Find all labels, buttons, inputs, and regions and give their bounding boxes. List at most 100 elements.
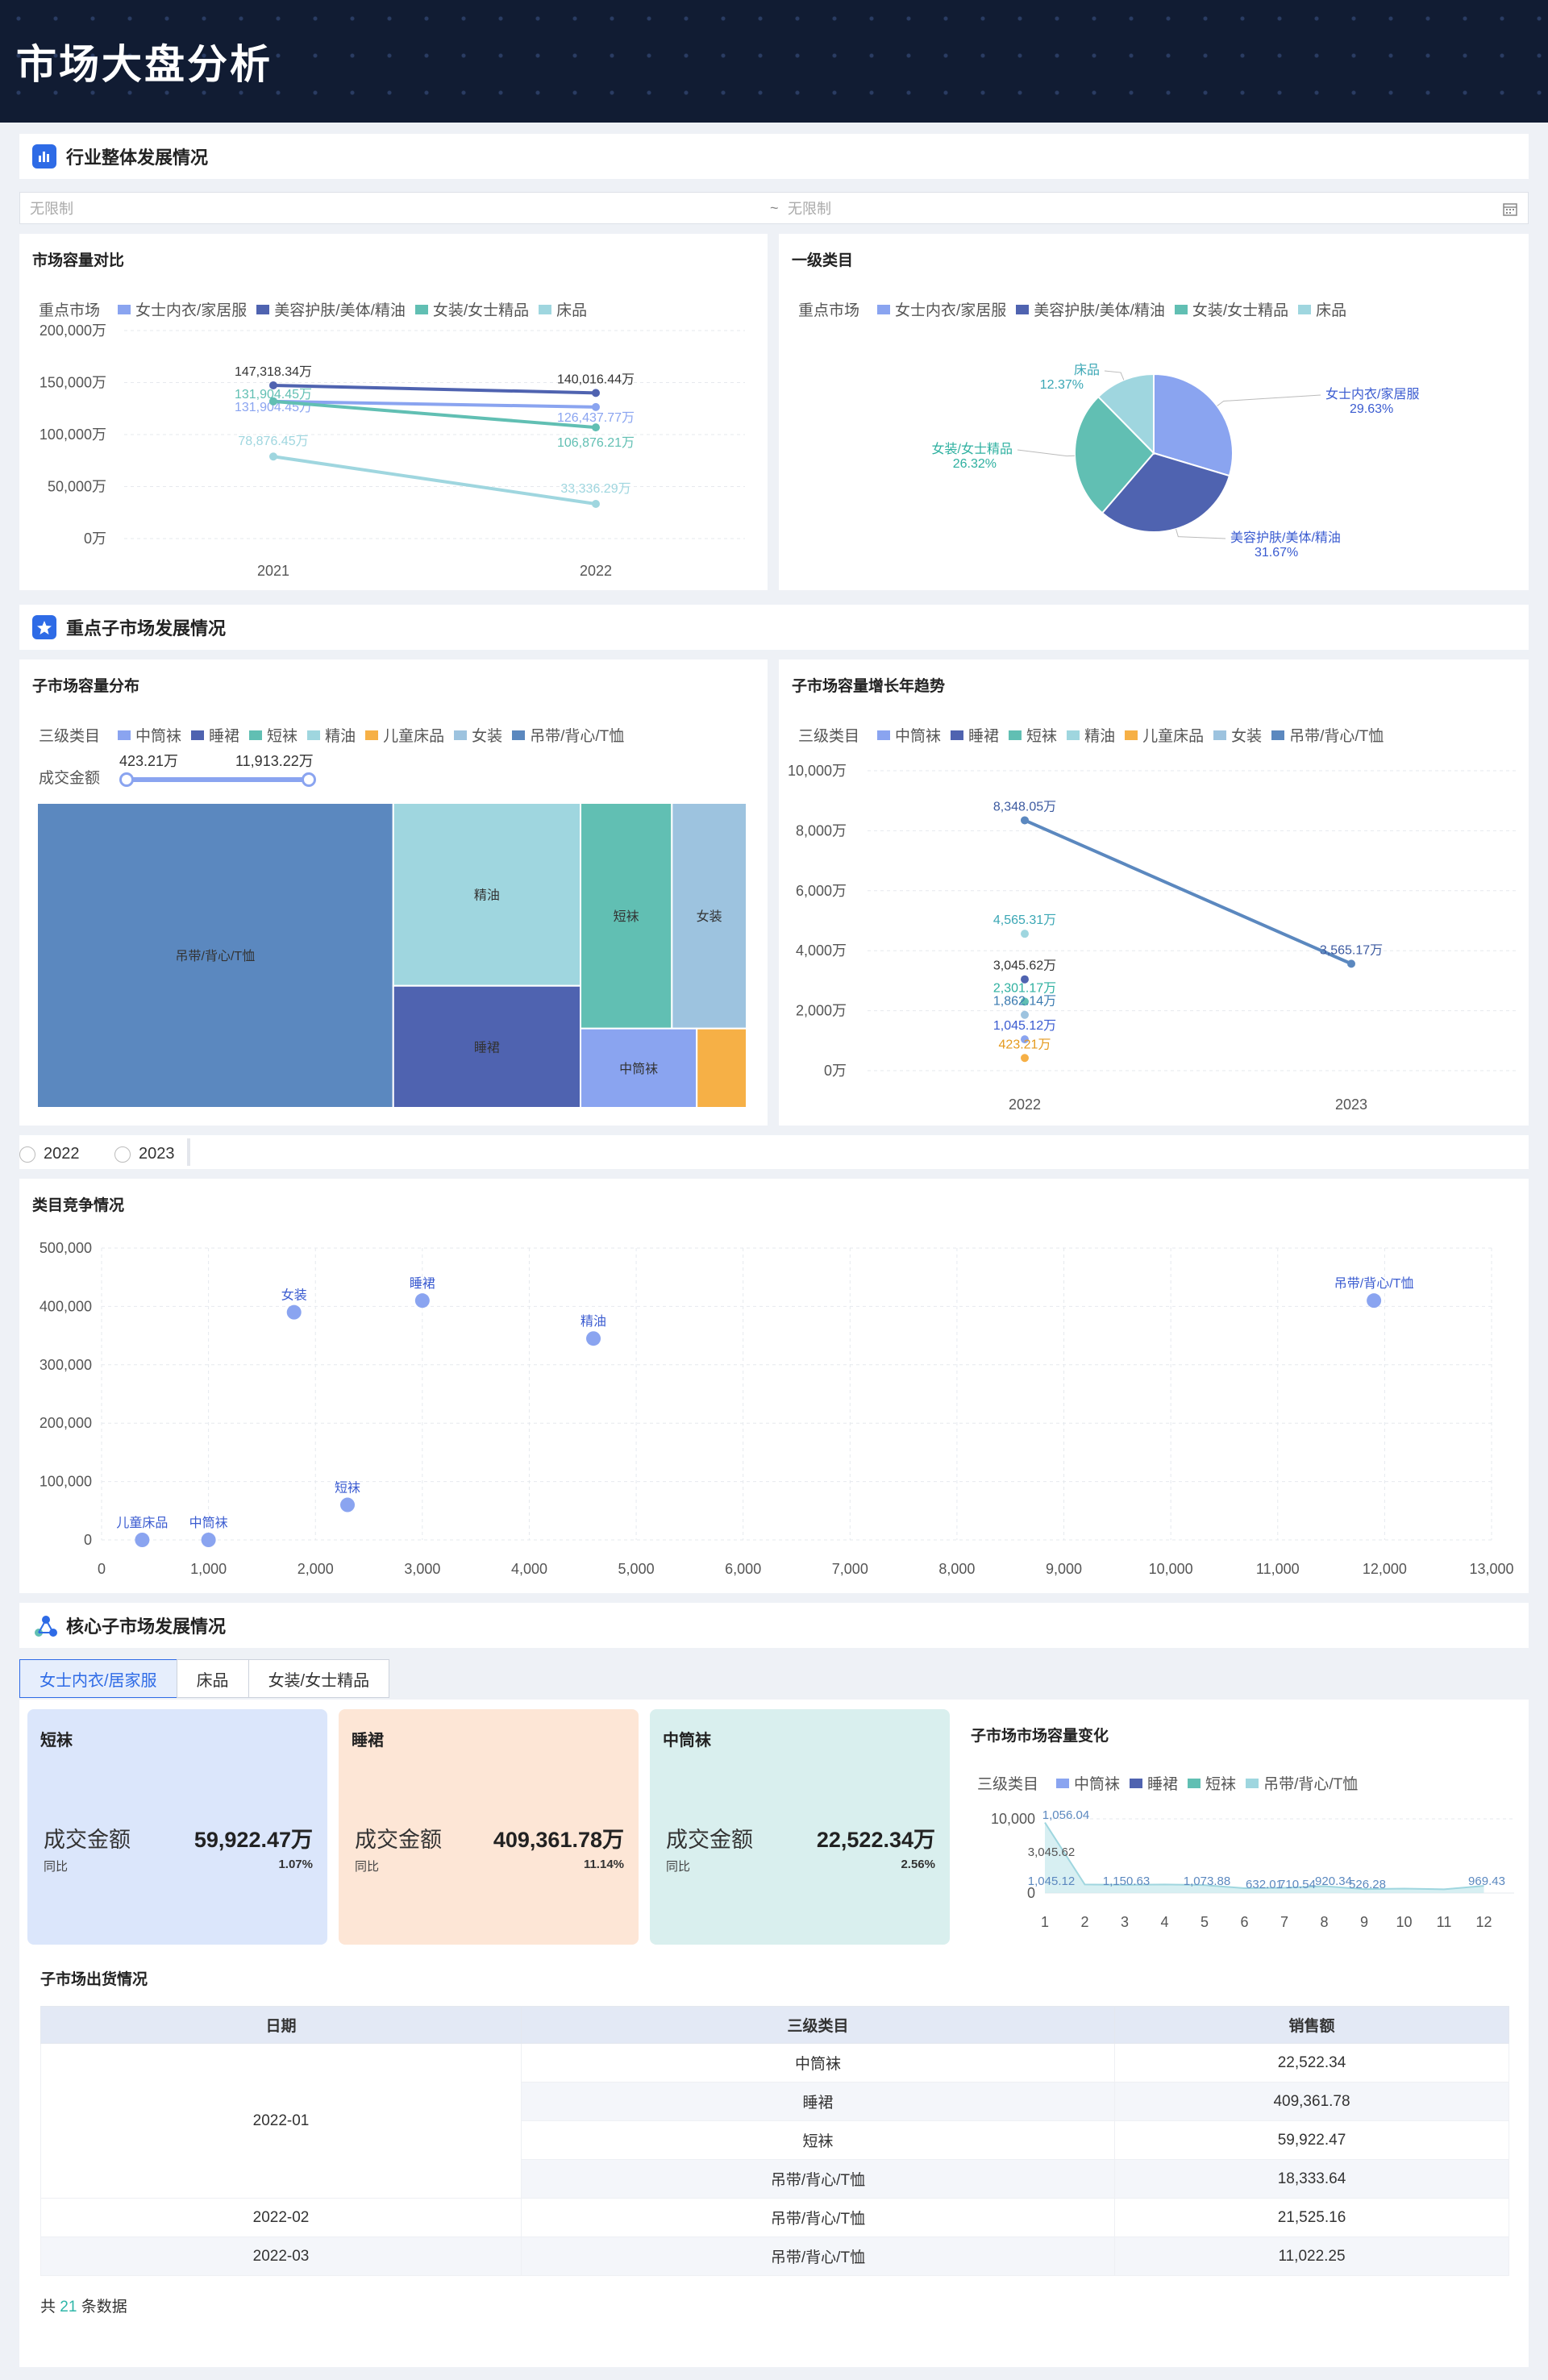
x-tick-label: 10,000 [1149, 1561, 1193, 1577]
growth-legend-label: 三级类目 [798, 728, 860, 745]
data-point [1021, 816, 1029, 825]
amount-range-slider[interactable] [126, 777, 310, 782]
legend-item[interactable]: 女士内衣/家居服 [118, 298, 247, 320]
monthly-card: 子市场市场容量变化 三级类目 中筒袜 睡裙 短袜 吊带/背心/T恤 10,000… [958, 1709, 1525, 1951]
data-point [592, 402, 600, 411]
end-date-input[interactable]: 无限制 [788, 201, 831, 217]
legend-item[interactable]: 吊带/背心/T恤 [1246, 1772, 1358, 1794]
legend-item[interactable]: 短袜 [1188, 1772, 1236, 1794]
legend-item[interactable]: 儿童床品 [1125, 724, 1204, 746]
legend-item[interactable]: 吊带/背心/T恤 [1271, 724, 1384, 746]
cell-date: 2022-01 [40, 2043, 522, 2199]
capacity-card: 市场容量对比 重点市场 女士内衣/家居服 美容护肤/美体/精油 女装/女士精品 … [19, 234, 768, 590]
pie-label: 美容护肤/美体/精油 [1230, 531, 1341, 545]
date-range-picker[interactable]: 无限制 ~ 无限制 [19, 192, 1529, 224]
scatter-point [586, 1331, 601, 1346]
tab-womenswear[interactable]: 女装/女士精品 [248, 1659, 390, 1698]
legend-item[interactable]: 吊带/背心/T恤 [512, 724, 624, 746]
section-industry-title: 行业整体发展情况 [66, 148, 209, 168]
legend-item[interactable]: 美容护肤/美体/精油 [1016, 298, 1165, 320]
col-amount[interactable]: 销售额 [1114, 2006, 1509, 2044]
x-tick-label: 2 [1080, 1914, 1088, 1930]
section-submarket: 重点子市场发展情况 [19, 605, 1529, 650]
radio-circle[interactable] [19, 1146, 35, 1163]
start-date-input[interactable]: 无限制 [30, 201, 73, 217]
legend-item[interactable]: 精油 [307, 724, 356, 746]
legend-item[interactable]: 短袜 [1009, 724, 1057, 746]
slider-handle-min[interactable] [119, 772, 134, 787]
data-label: 3,045.62 [1028, 1845, 1075, 1859]
legend-item[interactable]: 睡裙 [191, 724, 239, 746]
kpi-yoy-label: 同比 [44, 1860, 69, 1874]
slider-label: 成交金额 [39, 770, 101, 787]
page-header: 市场大盘分析 [0, 0, 1548, 123]
data-label: 1,045.12万 [993, 1019, 1056, 1033]
radio-label: 2022 [44, 1145, 80, 1163]
legend-item[interactable]: 床品 [1298, 298, 1346, 320]
treemap-label: 中筒袜 [619, 1062, 658, 1076]
table-row: 短袜 59,922.47 [41, 2120, 1509, 2160]
col-category[interactable]: 三级类目 [521, 2006, 1115, 2044]
cell-amount: 18,333.64 [1114, 2159, 1509, 2199]
tab-lingerie[interactable]: 女士内衣/居家服 [19, 1659, 177, 1698]
cell-category: 短袜 [521, 2120, 1115, 2160]
cell-amount: 59,922.47 [1114, 2120, 1509, 2160]
y-tick-label: 400,000 [40, 1298, 92, 1314]
legend-item[interactable]: 女装 [454, 724, 502, 746]
data-label: 126,437.77万 [557, 411, 635, 425]
legend-item[interactable]: 中筒袜 [877, 724, 941, 746]
x-tick-label: 0 [98, 1561, 106, 1577]
col-date[interactable]: 日期 [40, 2006, 522, 2044]
x-tick-label: 2022 [580, 563, 612, 579]
legend-item[interactable]: 儿童床品 [365, 724, 444, 746]
y-tick-label: 200,000万 [40, 322, 106, 339]
scatter-point [1367, 1293, 1382, 1309]
y-tick-label: 4,000万 [796, 942, 847, 959]
section-industry: 行业整体发展情况 [19, 134, 1529, 179]
section-submarket-title: 重点子市场发展情况 [66, 618, 227, 639]
legend-item[interactable]: 短袜 [249, 724, 298, 746]
calendar-icon[interactable] [1502, 201, 1518, 221]
treemap-cell [696, 1027, 748, 1109]
y-tick-label: 100,000 [40, 1474, 92, 1490]
data-label: 969.43 [1468, 1874, 1505, 1888]
bar-chart-icon [32, 144, 56, 169]
x-tick-label: 3 [1121, 1914, 1129, 1930]
legend-item[interactable]: 精油 [1067, 724, 1115, 746]
legend-item[interactable]: 美容护肤/美体/精油 [256, 298, 406, 320]
tab-bedding[interactable]: 床品 [176, 1659, 249, 1698]
legend-item[interactable]: 床品 [539, 298, 587, 320]
kpi-yoy-label: 同比 [666, 1860, 691, 1874]
cell-amount: 11,022.25 [1114, 2236, 1509, 2276]
kpi-yoy-value: 1.07% [278, 1858, 313, 1871]
capacity-legend: 重点市场 女士内衣/家居服 美容护肤/美体/精油 女装/女士精品 床品 [39, 298, 597, 320]
cell-category: 吊带/背心/T恤 [521, 2159, 1115, 2199]
x-tick-label: 6 [1240, 1914, 1248, 1930]
cell-category: 吊带/背心/T恤 [521, 2198, 1115, 2237]
legend-item[interactable]: 睡裙 [951, 724, 999, 746]
monthly-legend: 三级类目 中筒袜 睡裙 短袜 吊带/背心/T恤 [977, 1772, 1367, 1794]
year-radio-2022[interactable]: 2022 [19, 1145, 80, 1163]
competition-scatter-chart: 0 100,000 200,000 300,000 400,000 500,000 0 1,0… [40, 1240, 1514, 1577]
slider-handle-max[interactable] [302, 772, 316, 787]
legend-item[interactable]: 睡裙 [1130, 1772, 1178, 1794]
data-point [592, 389, 600, 397]
legend-item[interactable]: 女装/女士精品 [414, 298, 529, 320]
legend-item[interactable]: 女装 [1213, 724, 1262, 746]
x-tick-label: 11,000 [1256, 1561, 1300, 1577]
x-tick-label: 5,000 [618, 1561, 655, 1577]
x-tick-label: 3,000 [404, 1561, 440, 1577]
slider-min-value: 423.21万 [119, 753, 179, 769]
data-label: 4,565.31万 [993, 913, 1056, 927]
series-line [273, 399, 597, 409]
data-label: 3,565.17万 [1320, 943, 1383, 957]
legend-item[interactable]: 中筒袜 [118, 724, 181, 746]
y-tick-label: 200,000 [40, 1415, 92, 1431]
legend-item[interactable]: 女装/女士精品 [1174, 298, 1288, 320]
radio-divider [187, 1138, 190, 1166]
legend-item[interactable]: 女士内衣/家居服 [877, 298, 1006, 320]
pie-percent: 12.37% [1040, 378, 1084, 392]
year-radio-2023[interactable]: 2023 [114, 1145, 175, 1163]
radio-circle[interactable] [114, 1146, 131, 1163]
legend-item[interactable]: 中筒袜 [1056, 1772, 1120, 1794]
